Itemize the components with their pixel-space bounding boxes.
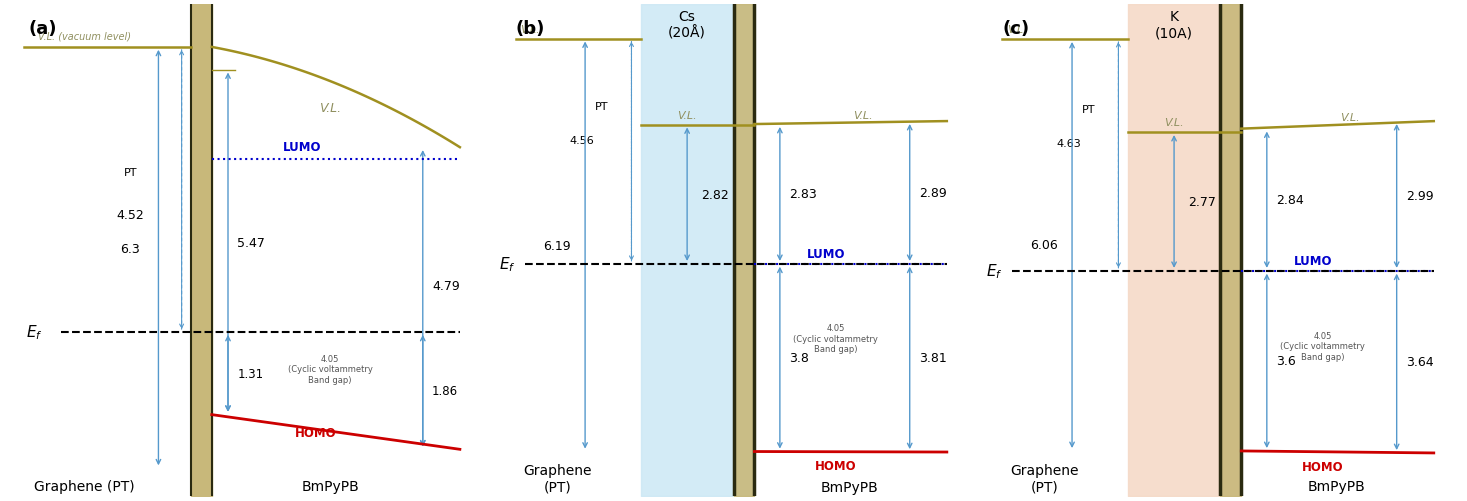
Text: BmPyPB: BmPyPB <box>1307 479 1366 493</box>
Text: V.L.: V.L. <box>1165 118 1184 128</box>
Text: V.L.: V.L. <box>1341 113 1360 123</box>
Text: 2.77: 2.77 <box>1188 195 1216 208</box>
Text: $E_f$: $E_f$ <box>499 255 515 274</box>
Text: 4.79: 4.79 <box>433 280 459 293</box>
Text: (a): (a) <box>28 20 57 38</box>
Text: V.L.: V.L. <box>678 110 697 120</box>
Text: V.L.: V.L. <box>521 25 540 35</box>
Text: 4.52: 4.52 <box>117 208 144 221</box>
Text: 4.05
(Cyclic voltammetry
Band gap): 4.05 (Cyclic voltammetry Band gap) <box>794 324 877 353</box>
Text: 6.06: 6.06 <box>1030 239 1058 252</box>
Text: 6.19: 6.19 <box>544 239 571 252</box>
Text: 1.31: 1.31 <box>238 367 264 380</box>
Text: Cs
(20Å): Cs (20Å) <box>667 10 706 41</box>
Text: V.L.: V.L. <box>318 102 342 115</box>
Text: LUMO: LUMO <box>1294 255 1332 267</box>
Text: 3.6: 3.6 <box>1276 355 1295 368</box>
Text: 5.47: 5.47 <box>238 236 266 249</box>
Text: 2.99: 2.99 <box>1405 190 1433 203</box>
Text: 2.84: 2.84 <box>1276 194 1304 207</box>
Text: 4.63: 4.63 <box>1056 139 1081 149</box>
Text: K
(10A): K (10A) <box>1155 10 1193 40</box>
Text: PT: PT <box>594 102 609 112</box>
Text: 4.05
(Cyclic voltammetry
Band gap): 4.05 (Cyclic voltammetry Band gap) <box>288 354 373 384</box>
Text: HOMO: HOMO <box>295 426 337 439</box>
Text: V.L.: V.L. <box>1008 25 1027 35</box>
Text: PT: PT <box>123 168 138 178</box>
Text: Graphene
(PT): Graphene (PT) <box>1009 463 1078 493</box>
Text: 4.56: 4.56 <box>569 136 594 146</box>
Text: V.L. (vacuum level): V.L. (vacuum level) <box>38 32 131 42</box>
Text: 3.81: 3.81 <box>918 352 946 365</box>
Text: 2.89: 2.89 <box>918 186 946 199</box>
Text: V.L.: V.L. <box>854 110 873 120</box>
Text: (c): (c) <box>1002 20 1030 38</box>
Text: HOMO: HOMO <box>814 459 857 472</box>
Text: HOMO: HOMO <box>1301 460 1344 473</box>
Text: 3.64: 3.64 <box>1405 356 1433 369</box>
Text: 2.83: 2.83 <box>789 188 817 201</box>
Text: LUMO: LUMO <box>807 247 845 261</box>
Text: $E_f$: $E_f$ <box>986 262 1002 281</box>
Text: $E_f$: $E_f$ <box>26 323 43 342</box>
Text: 6.3: 6.3 <box>120 242 139 255</box>
Text: 4.05
(Cyclic voltammetry
Band gap): 4.05 (Cyclic voltammetry Band gap) <box>1281 331 1364 361</box>
Text: (b): (b) <box>515 20 544 38</box>
Text: BmPyPB: BmPyPB <box>820 479 879 493</box>
Text: 1.86: 1.86 <box>433 384 458 397</box>
Text: Graphene
(PT): Graphene (PT) <box>524 463 591 493</box>
Text: PT: PT <box>1081 104 1096 114</box>
Text: 2.82: 2.82 <box>701 188 729 201</box>
Text: BmPyPB: BmPyPB <box>301 479 359 493</box>
Text: Graphene (PT): Graphene (PT) <box>34 479 135 493</box>
Text: LUMO: LUMO <box>283 141 321 154</box>
Text: 3.8: 3.8 <box>789 352 808 364</box>
